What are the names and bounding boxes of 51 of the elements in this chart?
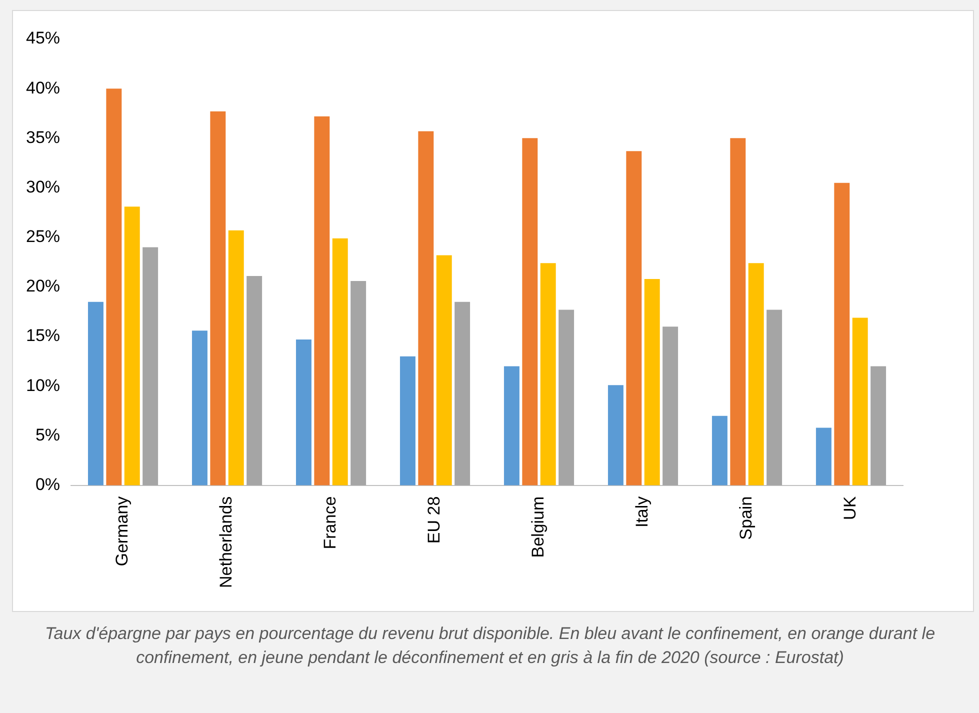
bar — [418, 131, 434, 486]
bar — [748, 263, 764, 486]
bar — [644, 279, 660, 486]
bar — [852, 318, 868, 486]
bar — [314, 116, 330, 486]
bar — [712, 416, 728, 486]
bar — [834, 182, 850, 486]
bar — [454, 302, 470, 486]
y-tick-label: 25% — [26, 227, 60, 246]
bar — [766, 310, 782, 486]
y-tick-label: 40% — [26, 78, 60, 98]
bar — [400, 356, 416, 486]
bar — [870, 366, 886, 486]
bar — [332, 238, 348, 486]
y-tick-label: 0% — [35, 475, 60, 494]
bar — [626, 151, 642, 486]
y-tick-label: 45% — [26, 28, 60, 48]
x-tick-label: UK — [840, 496, 860, 520]
x-tick-label: Netherlands — [216, 496, 236, 588]
bar — [350, 281, 366, 486]
y-tick-label: 35% — [26, 128, 60, 147]
x-tick-label: EU 28 — [424, 496, 444, 544]
bar — [504, 366, 520, 486]
bar — [106, 88, 122, 486]
bar — [816, 428, 832, 486]
x-tick-label: Germany — [112, 496, 132, 566]
bar — [558, 310, 574, 486]
y-tick-label: 10% — [26, 376, 60, 395]
bar — [296, 340, 312, 486]
x-tick-label: France — [320, 496, 340, 550]
bar — [142, 247, 158, 486]
x-tick-label: Belgium — [528, 496, 548, 558]
bar — [730, 138, 746, 486]
x-tick-label: Italy — [632, 496, 652, 528]
text: Taux d'épargne par pays en pourcentage du revenu brut disponible. En bleu avant le confinement, en orange durant le confinement, en jeune pendant le déconfinement et en gris à la fin de 2020 (source : Eurostat) — [44, 623, 936, 669]
bar — [192, 330, 208, 486]
y-tick-label: 5% — [35, 425, 60, 444]
bar — [608, 385, 624, 486]
bar — [210, 111, 226, 486]
x-tick-label: Spain — [736, 496, 756, 540]
bar — [662, 326, 678, 486]
y-tick-label: 30% — [26, 177, 60, 196]
bar — [246, 276, 262, 486]
bar — [228, 230, 244, 486]
bar — [522, 138, 538, 486]
bar — [124, 206, 140, 486]
bar — [436, 255, 452, 486]
y-tick-label: 20% — [26, 276, 60, 296]
bar — [540, 263, 556, 486]
y-tick-label: 15% — [26, 326, 60, 346]
bar — [88, 302, 104, 486]
